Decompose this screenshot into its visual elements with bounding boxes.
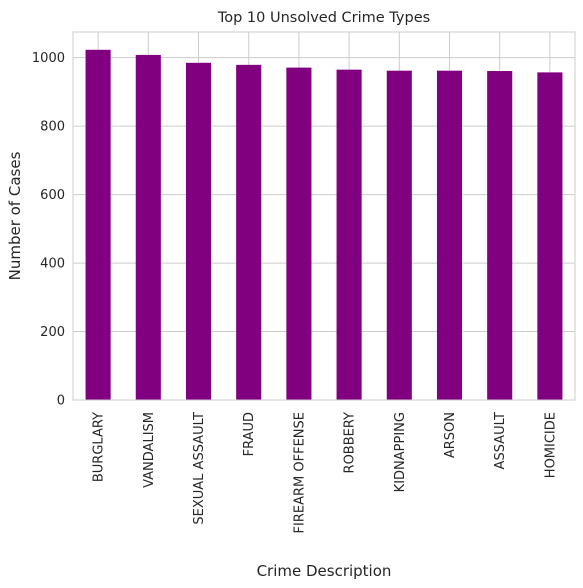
x-tick-label: FRAUD <box>242 412 257 456</box>
plot-frame <box>72 31 576 401</box>
y-tick-label: 0 <box>57 394 65 409</box>
y-tick-label: 600 <box>40 188 65 203</box>
y-tick-label: 400 <box>40 257 65 272</box>
x-tick-label: KIDNAPPING <box>393 412 408 492</box>
x-tick-label: BURGLARY <box>92 412 107 482</box>
x-tick-label: ROBBERY <box>343 412 358 474</box>
y-tick-label: 200 <box>40 325 65 340</box>
bar-vandalism <box>135 54 161 400</box>
y-tick-labels: 0 200 400 600 800 1000 <box>32 51 65 408</box>
chart-title: Top 10 Unsolved Crime Types <box>217 10 430 26</box>
x-tick-label: SEXUAL ASSAULT <box>192 412 207 525</box>
y-tick-label: 1000 <box>32 51 65 66</box>
bars <box>85 49 563 401</box>
bar-robbery <box>336 69 362 400</box>
bar-fraud <box>236 64 262 401</box>
y-tick-label: 800 <box>40 120 65 135</box>
bar-assault <box>487 71 513 400</box>
x-tick-label: VANDALISM <box>142 412 157 488</box>
bar-burglary <box>85 49 111 400</box>
x-tick-label: FIREARM OFFENSE <box>292 412 307 533</box>
x-tick-label: HOMICIDE <box>543 412 558 478</box>
bar-kidnapping <box>386 70 412 400</box>
x-tick-label: ARSON <box>443 412 458 458</box>
x-tick-labels: BURGLARY VANDALISM SEXUAL ASSAULT FRAUD FIRE… <box>92 412 559 533</box>
bar-sexual-assault <box>185 62 212 401</box>
x-axis-label: Crime Description <box>257 562 392 580</box>
y-axis-label: Number of Cases <box>6 151 24 280</box>
bar-homicide <box>537 72 563 401</box>
bar-firearm-offense <box>286 67 312 400</box>
x-tick-label: ASSAULT <box>493 412 508 469</box>
bar-arson <box>436 70 463 400</box>
